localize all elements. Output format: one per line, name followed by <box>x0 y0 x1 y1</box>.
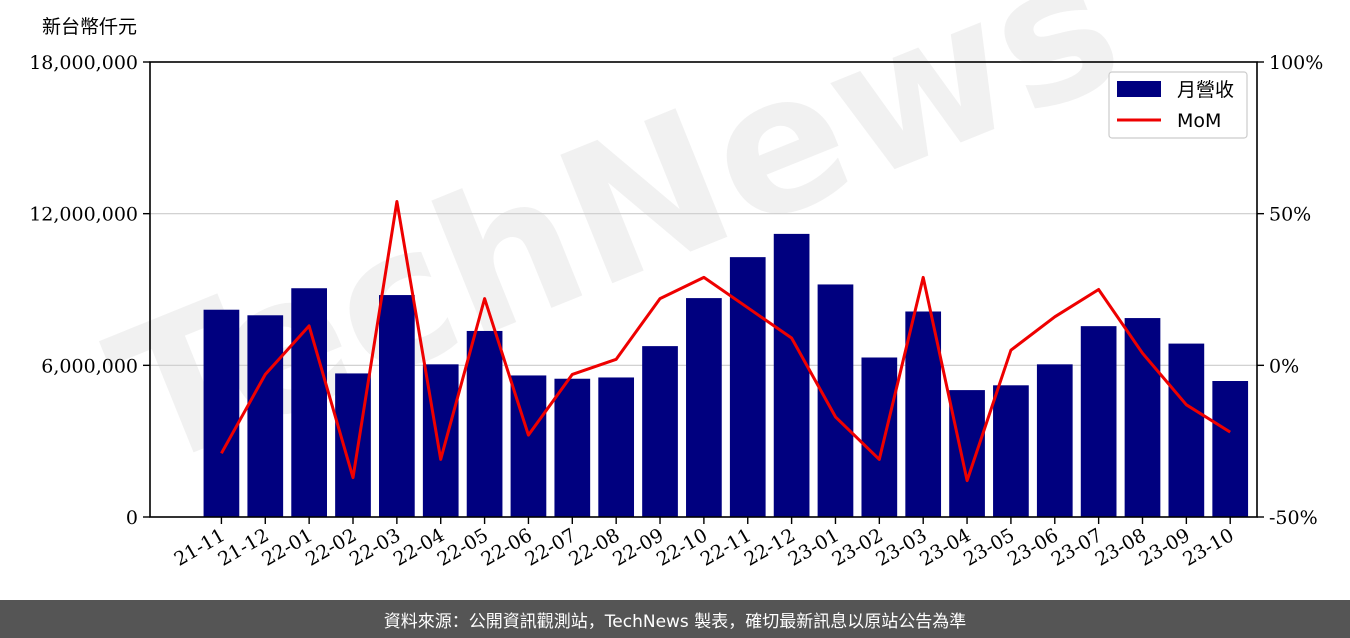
bar <box>773 233 810 517</box>
bar <box>905 311 942 517</box>
bar <box>1168 343 1205 517</box>
source-footer: 資料來源：公開資訊觀測站，TechNews 製表，確切最新訊息以原站公告為準 <box>0 600 1350 638</box>
x-tick-label: 23-10 <box>1179 524 1237 570</box>
right-tick-label: 0% <box>1269 355 1299 377</box>
bar <box>1036 364 1073 517</box>
bar <box>379 295 415 517</box>
legend-label-bar: 月營收 <box>1177 79 1234 101</box>
right-tick-label: 100% <box>1269 52 1323 74</box>
mom-line <box>220 200 1231 483</box>
chart: TechNews 06,000,00012,000,00018,000,000-… <box>29 0 1323 571</box>
footer-text: 資料來源：公開資訊觀測站，TechNews 製表，確切最新訊息以原站公告為準 <box>383 611 967 632</box>
bar <box>861 357 898 517</box>
bar <box>203 309 240 517</box>
bar <box>247 315 284 517</box>
bar <box>1080 326 1117 517</box>
legend: 月營收 MoM <box>1108 71 1248 139</box>
legend-swatch-bar <box>1117 81 1161 97</box>
bar <box>466 330 503 517</box>
right-tick-label: 50% <box>1269 204 1311 226</box>
bar <box>598 377 635 517</box>
bar <box>949 390 985 517</box>
bar <box>291 288 327 517</box>
bar <box>817 284 854 517</box>
left-tick-label: 0 <box>126 507 138 529</box>
bar <box>642 346 678 517</box>
bar <box>686 298 722 517</box>
legend-label-line: MoM <box>1177 110 1221 132</box>
line-series <box>220 200 1231 483</box>
bar-series <box>203 233 1249 517</box>
bar <box>1124 318 1161 517</box>
bar <box>554 378 591 517</box>
right-tick-label: -50% <box>1269 507 1318 529</box>
left-tick-label: 6,000,000 <box>41 355 138 377</box>
left-tick-label: 12,000,000 <box>29 204 138 226</box>
bar <box>993 385 1029 517</box>
bar <box>729 257 766 517</box>
left-axis-unit: 新台幣仟元 <box>42 16 137 38</box>
left-tick-label: 18,000,000 <box>29 52 138 74</box>
bar <box>1212 381 1249 517</box>
